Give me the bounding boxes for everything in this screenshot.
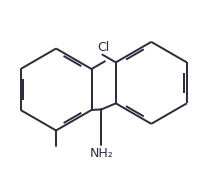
Text: Cl: Cl — [97, 40, 110, 54]
Text: NH₂: NH₂ — [90, 147, 113, 160]
